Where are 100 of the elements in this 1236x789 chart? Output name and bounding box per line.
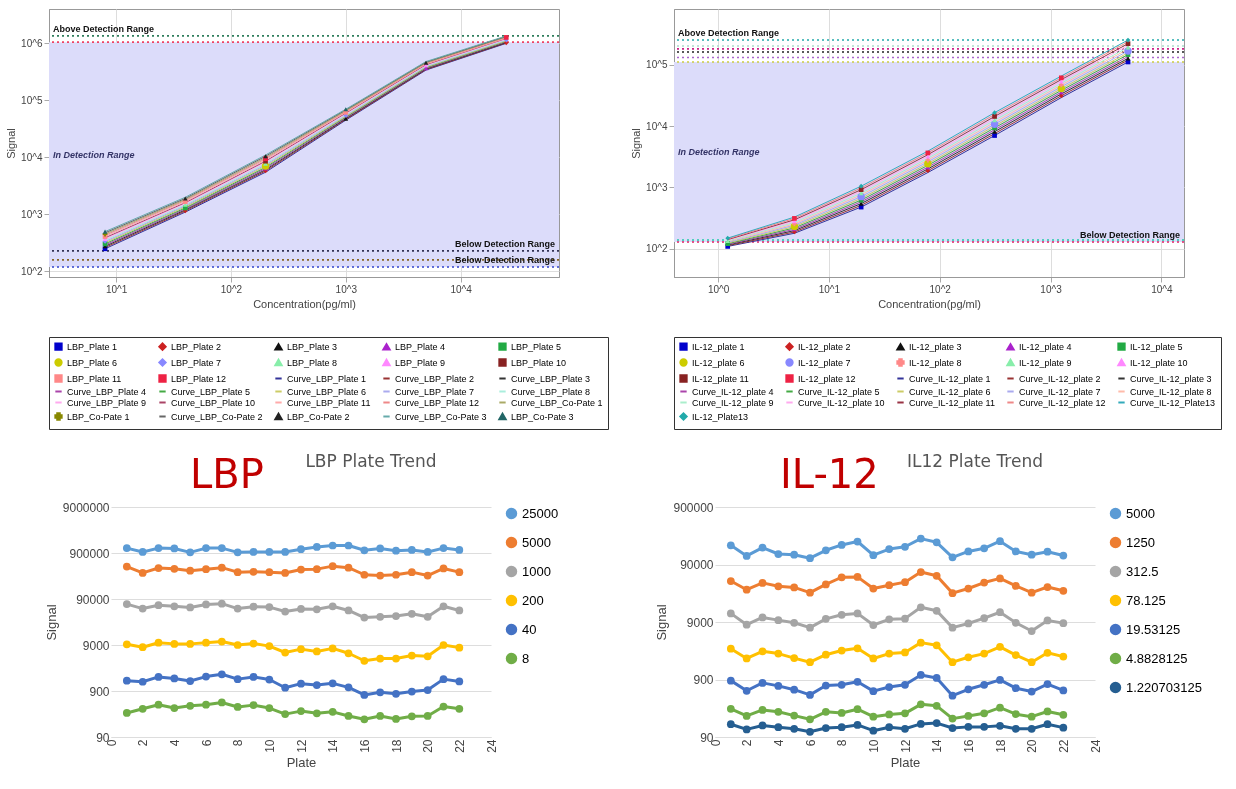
y-tick-label: 90000	[76, 592, 110, 607]
legend-label: LBP_Plate 3	[287, 341, 338, 352]
legend-label: 1250	[1126, 534, 1155, 550]
x-tick-label: 6	[803, 739, 818, 747]
x-tick-label: 20	[421, 739, 436, 753]
y-axis-title: Signal	[43, 604, 59, 641]
legend-label: Curve_LBP_Plate 12	[395, 397, 480, 408]
x-tick-label: 10^4	[450, 283, 473, 295]
legend-label: Curve_LBP_Plate 5	[171, 386, 251, 397]
legend-label: 5000	[1126, 505, 1155, 521]
legend-label: 5000	[522, 534, 551, 550]
x-tick-label: 10^3	[335, 283, 358, 295]
x-tick-label: 12	[898, 739, 913, 753]
x-axis-title: Plate	[890, 754, 921, 770]
ref-line-label: Above Detection Range	[678, 28, 780, 39]
legend-label: 1.220703125	[1126, 679, 1202, 695]
legend-label: IL-12_plate 1	[692, 341, 745, 352]
legend-label: Curve_LBP_Co-Pate 1	[511, 397, 603, 408]
legend-label: Curve_LBP_Plate 3	[511, 373, 591, 384]
legend-label: IL-12_plate 10	[1130, 357, 1188, 368]
x-axis-title: Plate	[286, 754, 317, 770]
legend-label: Curve_LBP_Plate 9	[67, 397, 147, 408]
x-tick-label: 2	[136, 739, 151, 747]
legend-label: Curve_IL-12_plate 5	[798, 386, 880, 397]
y-axis-title: Signal	[5, 128, 18, 159]
legend-label: LBP_Plate 4	[395, 341, 446, 352]
legend-label: LBP_Plate 8	[287, 357, 338, 368]
y-tick-label: 10^5	[646, 59, 668, 71]
text: LBP	[190, 451, 264, 497]
x-tick-label: 14	[930, 739, 945, 753]
y-tick-label: 900	[693, 673, 714, 687]
legend-label: Curve_IL-12_plate 12	[1019, 397, 1106, 408]
x-tick-label: 10^2	[929, 283, 952, 295]
y-tick-label: 9000000	[62, 500, 110, 515]
legend-label: Curve_LBP_Plate 4	[67, 386, 147, 397]
x-tick-label: 8	[231, 739, 246, 747]
legend-label: LBP_Plate 6	[67, 357, 118, 368]
x-axis-title: Concentration(pg/ml)	[253, 297, 356, 310]
y-tick-label: 10^2	[21, 265, 43, 277]
legend-label: IL-12_plate 9	[1019, 357, 1072, 368]
x-tick-label: 18	[993, 739, 1008, 753]
legend-label: IL-12_plate 2	[798, 341, 851, 352]
ref-line-label: Below Detection Range	[454, 254, 555, 265]
y-tick-label: 900000	[673, 500, 714, 515]
x-tick-label: 16	[357, 739, 372, 753]
legend-label: Curve_IL-12_plate 10	[798, 397, 885, 408]
legend-label: 312.5	[1126, 563, 1159, 579]
x-tick-label: 10^1	[105, 283, 128, 295]
legend-label: Curve_LBP_Co-Pate 3	[395, 411, 487, 422]
legend-label: 8	[522, 650, 530, 666]
legend-label: Curve_LBP_Plate 7	[395, 386, 475, 397]
y-tick-label: 10^2	[646, 243, 668, 255]
legend-label: IL-12_plate 8	[909, 357, 962, 368]
y-tick-label: 9000	[686, 615, 714, 630]
legend-label: Curve_LBP_Plate 2	[395, 373, 475, 384]
ref-line-label: Below Detection Range	[1079, 229, 1180, 240]
x-tick-label: 24	[484, 739, 499, 753]
legend-label: Curve_LBP_Plate 1	[287, 373, 367, 384]
legend-label: 25000	[522, 505, 559, 521]
legend-label: 40	[522, 621, 537, 637]
legend-label: LBP_Co-Pate 2	[287, 411, 350, 422]
x-tick-label: 8	[835, 739, 850, 747]
x-tick-label: 10^3	[1040, 283, 1063, 295]
legend-label: LBP_Plate 7	[171, 357, 222, 368]
legend-label: IL-12_plate 3	[909, 341, 962, 352]
legend-label: Curve_IL-12_plate 4	[692, 386, 774, 397]
x-tick-label: 4	[167, 739, 182, 747]
legend-label: Curve_IL-12_plate 2	[1019, 373, 1101, 384]
legend-label: Curve_IL-12_Plate13	[1130, 397, 1216, 408]
legend-label: Curve_LBP_Plate 6	[287, 386, 367, 397]
y-tick-label: 10^3	[21, 208, 43, 220]
y-tick-label: 9000	[82, 638, 110, 653]
legend-label: 78.125	[1126, 592, 1166, 608]
legend-label: LBP_Plate 12	[171, 373, 227, 384]
x-tick-label: 22	[452, 739, 467, 753]
legend-label: Curve_IL-12_plate 8	[1130, 386, 1212, 397]
x-tick-label: 4	[771, 739, 786, 747]
x-tick-label: 14	[326, 739, 341, 753]
band-label: In Detection Range	[678, 146, 760, 157]
y-tick-label: 900000	[69, 546, 110, 561]
legend-label: IL-12_Plate13	[692, 411, 749, 422]
legend-label: Curve_IL-12_plate 1	[909, 373, 991, 384]
legend-label: IL-12_plate 12	[798, 373, 856, 384]
legend-label: LBP_Plate 9	[395, 357, 446, 368]
chart-title: IL12 Plate Trend	[907, 451, 1043, 471]
y-tick-label: 900	[89, 684, 110, 699]
legend-label: Curve_IL-12_plate 9	[692, 397, 774, 408]
legend-label: LBP_Co-Pate 3	[511, 411, 574, 422]
legend-label: Curve_IL-12_plate 3	[1130, 373, 1212, 384]
legend-label: IL-12_plate 11	[692, 373, 749, 384]
x-tick-label: 10^0	[707, 283, 730, 295]
y-axis-title: Signal	[654, 604, 670, 641]
ref-line-label: Above Detection Range	[53, 23, 155, 34]
legend-label: IL-12_plate 4	[1019, 341, 1072, 352]
y-tick-label: 10^4	[646, 120, 668, 132]
ref-line-label: Below Detection Range	[454, 238, 555, 249]
x-tick-label: 6	[199, 739, 214, 747]
legend-label: IL-12_plate 7	[798, 357, 851, 368]
legend-label: Curve_IL-12_plate 11	[909, 397, 995, 408]
x-tick-label: 10^1	[818, 283, 841, 295]
